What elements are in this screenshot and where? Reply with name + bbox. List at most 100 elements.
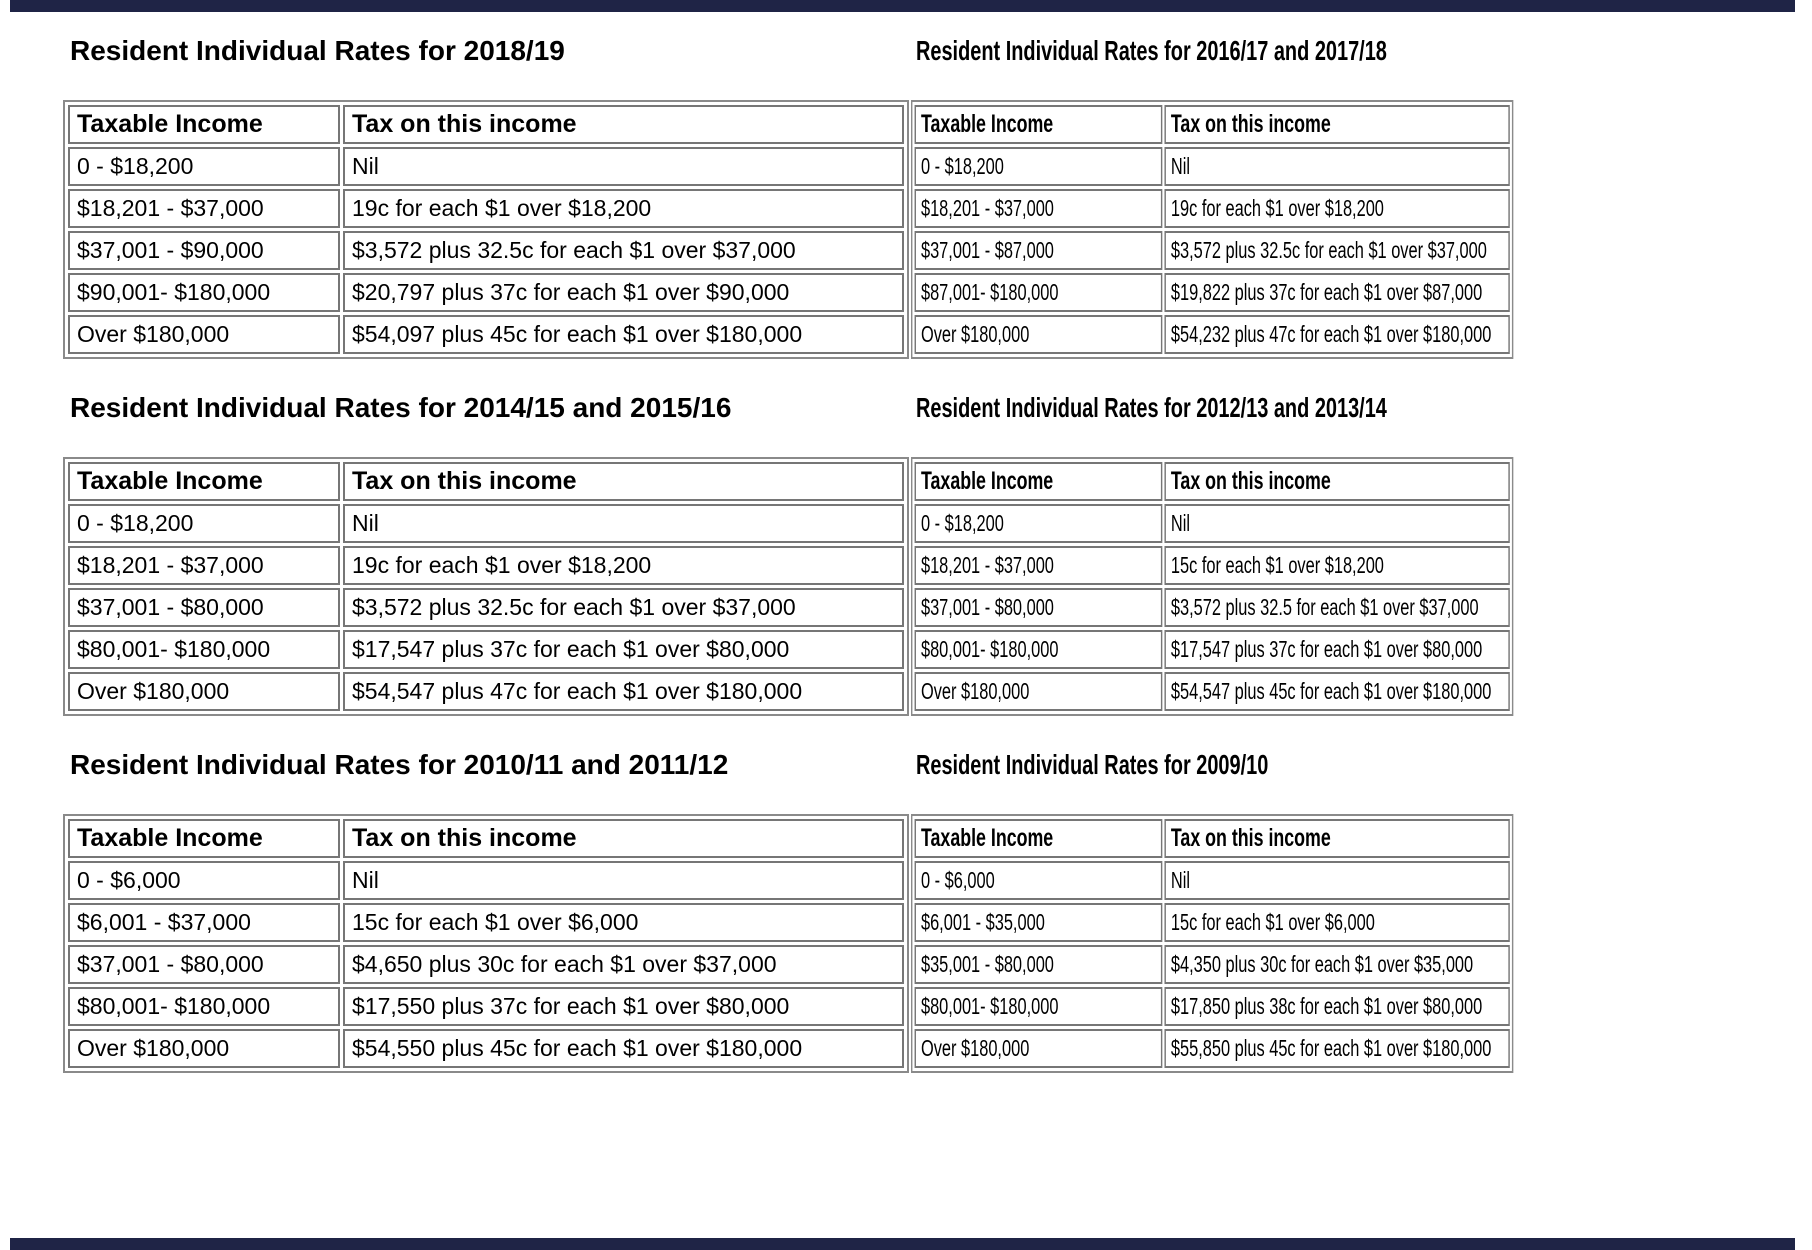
header-row: Taxable Income Tax on this income: [914, 105, 1510, 144]
column-header-tax-on-income: Tax on this income: [343, 462, 904, 501]
table-row: $18,201 - $37,000 19c for each $1 over $1…: [914, 189, 1510, 228]
tax-amount-cell: $3,572 plus 32.5c for each $1 over $37,0…: [1164, 231, 1510, 270]
table-row: Over $180,000 $54,547 plus 47c for each $…: [68, 672, 904, 711]
tax-amount-cell: 15c for each $1 over $18,200: [1164, 546, 1510, 585]
income-range-cell: $37,001 - $80,000: [68, 588, 340, 627]
tax-amount-cell: $17,850 plus 38c for each $1 over $80,00…: [1164, 987, 1510, 1026]
income-range-cell: $6,001 - $37,000: [68, 903, 340, 942]
table-row: $87,001- $180,000 $19,822 plus 37c for ea…: [914, 273, 1510, 312]
table-row: Over $180,000 $54,097 plus 45c for each $…: [68, 315, 904, 354]
income-range-cell: Over $180,000: [68, 315, 340, 354]
table-band-1: Resident Individual Rates for 2018/19 Ta…: [63, 34, 1812, 359]
header-row: Taxable Income Tax on this income: [914, 462, 1510, 501]
table-row: $18,201 - $37,000 15c for each $1 over $1…: [914, 546, 1510, 585]
tax-amount-cell: $54,232 plus 47c for each $1 over $180,0…: [1164, 315, 1510, 354]
income-range-cell: $18,201 - $37,000: [914, 546, 1163, 585]
income-range-cell: $18,201 - $37,000: [68, 546, 340, 585]
band3-left-column: Resident Individual Rates for 2010/11 an…: [63, 748, 911, 1073]
column-header-taxable-income: Taxable Income: [68, 462, 340, 501]
tax-amount-cell: Nil: [343, 861, 904, 900]
tax-amount-cell: $54,547 plus 47c for each $1 over $180,0…: [343, 672, 904, 711]
tax-amount-cell: Nil: [1164, 861, 1510, 900]
table-row: $37,001 - $80,000 $4,650 plus 30c for eac…: [68, 945, 904, 984]
rates-table-2009-10: Taxable Income Tax on this income 0 - $6…: [911, 814, 1514, 1073]
table-row: $37,001 - $90,000 $3,572 plus 32.5c for e…: [68, 231, 904, 270]
table-row: $18,201 - $37,000 19c for each $1 over $1…: [68, 189, 904, 228]
income-range-cell: $37,001 - $80,000: [68, 945, 340, 984]
table-row: 0 - $6,000 Nil: [914, 861, 1510, 900]
table-title: Resident Individual Rates for 2014/15 an…: [70, 392, 732, 423]
tax-amount-cell: Nil: [1164, 147, 1510, 186]
tax-amount-cell: 19c for each $1 over $18,200: [343, 546, 904, 585]
top-edge-strip: [10, 0, 1795, 12]
tax-amount-cell: $55,850 plus 45c for each $1 over $180,0…: [1164, 1029, 1510, 1068]
income-range-cell: Over $180,000: [914, 1029, 1163, 1068]
band2-right-column: Resident Individual Rates for 2012/13 an…: [911, 391, 1515, 716]
table-band-2: Resident Individual Rates for 2014/15 an…: [63, 391, 1812, 716]
table-row: Over $180,000 $55,850 plus 45c for each $…: [914, 1029, 1510, 1068]
income-range-cell: Over $180,000: [914, 672, 1163, 711]
tax-amount-cell: 19c for each $1 over $18,200: [343, 189, 904, 228]
band1-left-column: Resident Individual Rates for 2018/19 Ta…: [63, 34, 911, 359]
income-range-cell: $80,001- $180,000: [68, 630, 340, 669]
tax-amount-cell: $54,097 plus 45c for each $1 over $180,0…: [343, 315, 904, 354]
income-range-cell: Over $180,000: [914, 315, 1163, 354]
band3-right-column: Resident Individual Rates for 2009/10 Ta…: [911, 748, 1515, 1073]
income-range-cell: $37,001 - $80,000: [914, 588, 1163, 627]
table-row: $80,001- $180,000 $17,850 plus 38c for ea…: [914, 987, 1510, 1026]
table-row: $80,001- $180,000 $17,547 plus 37c for ea…: [68, 630, 904, 669]
header-row: Taxable Income Tax on this income: [68, 462, 904, 501]
tax-amount-cell: $4,650 plus 30c for each $1 over $37,000: [343, 945, 904, 984]
table-row: $37,001 - $87,000 $3,572 plus 32.5c for e…: [914, 231, 1510, 270]
band2-left-column: Resident Individual Rates for 2014/15 an…: [63, 391, 911, 716]
income-range-cell: Over $180,000: [68, 672, 340, 711]
table-row: Over $180,000 $54,547 plus 45c for each $…: [914, 672, 1510, 711]
table-row: $35,001 - $80,000 $4,350 plus 30c for eac…: [914, 945, 1510, 984]
column-header-taxable-income: Taxable Income: [914, 462, 1163, 501]
column-header-taxable-income: Taxable Income: [68, 105, 340, 144]
tax-amount-cell: Nil: [343, 147, 904, 186]
table-row: Over $180,000 $54,232 plus 47c for each $…: [914, 315, 1510, 354]
column-header-taxable-income: Taxable Income: [68, 819, 340, 858]
tax-amount-cell: $3,572 plus 32.5c for each $1 over $37,0…: [343, 588, 904, 627]
income-range-cell: $80,001- $180,000: [68, 987, 340, 1026]
table-row: 0 - $18,200 Nil: [914, 504, 1510, 543]
table-row: $6,001 - $35,000 15c for each $1 over $6,…: [914, 903, 1510, 942]
column-header-taxable-income: Taxable Income: [914, 105, 1163, 144]
column-header-tax-on-income: Tax on this income: [343, 105, 904, 144]
header-row: Taxable Income Tax on this income: [914, 819, 1510, 858]
tax-amount-cell: $54,550 plus 45c for each $1 over $180,0…: [343, 1029, 904, 1068]
tax-amount-cell: Nil: [343, 504, 904, 543]
table-row: 0 - $6,000 Nil: [68, 861, 904, 900]
tax-amount-cell: Nil: [1164, 504, 1510, 543]
column-header-tax-on-income: Tax on this income: [1164, 462, 1510, 501]
income-range-cell: $80,001- $180,000: [914, 630, 1163, 669]
tax-amount-cell: $4,350 plus 30c for each $1 over $35,000: [1164, 945, 1510, 984]
header-row: Taxable Income Tax on this income: [68, 819, 904, 858]
rates-table-2014-15-2015-16: Taxable Income Tax on this income 0 - $1…: [63, 457, 909, 716]
income-range-cell: 0 - $18,200: [914, 147, 1163, 186]
table-row: $18,201 - $37,000 19c for each $1 over $1…: [68, 546, 904, 585]
table-title: Resident Individual Rates for 2009/10: [915, 749, 1269, 780]
table-title: Resident Individual Rates for 2012/13 an…: [915, 392, 1387, 423]
table-row: $90,001- $180,000 $20,797 plus 37c for ea…: [68, 273, 904, 312]
tax-amount-cell: $20,797 plus 37c for each $1 over $90,00…: [343, 273, 904, 312]
table-row: $6,001 - $37,000 15c for each $1 over $6,…: [68, 903, 904, 942]
header-row: Taxable Income Tax on this income: [68, 105, 904, 144]
band1-right-column: Resident Individual Rates for 2016/17 an…: [911, 34, 1515, 359]
tax-amount-cell: 19c for each $1 over $18,200: [1164, 189, 1510, 228]
table-row: 0 - $18,200 Nil: [68, 147, 904, 186]
income-range-cell: $90,001- $180,000: [68, 273, 340, 312]
income-range-cell: 0 - $18,200: [68, 504, 340, 543]
table-title: Resident Individual Rates for 2016/17 an…: [915, 35, 1387, 66]
bottom-edge-strip: [10, 1238, 1795, 1250]
income-range-cell: 0 - $6,000: [68, 861, 340, 900]
column-header-tax-on-income: Tax on this income: [1164, 819, 1510, 858]
tax-amount-cell: $17,550 plus 37c for each $1 over $80,00…: [343, 987, 904, 1026]
table-title: Resident Individual Rates for 2018/19: [70, 35, 565, 66]
page-content: Resident Individual Rates for 2018/19 Ta…: [63, 34, 1812, 1073]
income-range-cell: Over $180,000: [68, 1029, 340, 1068]
income-range-cell: 0 - $18,200: [68, 147, 340, 186]
column-header-taxable-income: Taxable Income: [914, 819, 1163, 858]
table-row: $37,001 - $80,000 $3,572 plus 32.5 for ea…: [914, 588, 1510, 627]
